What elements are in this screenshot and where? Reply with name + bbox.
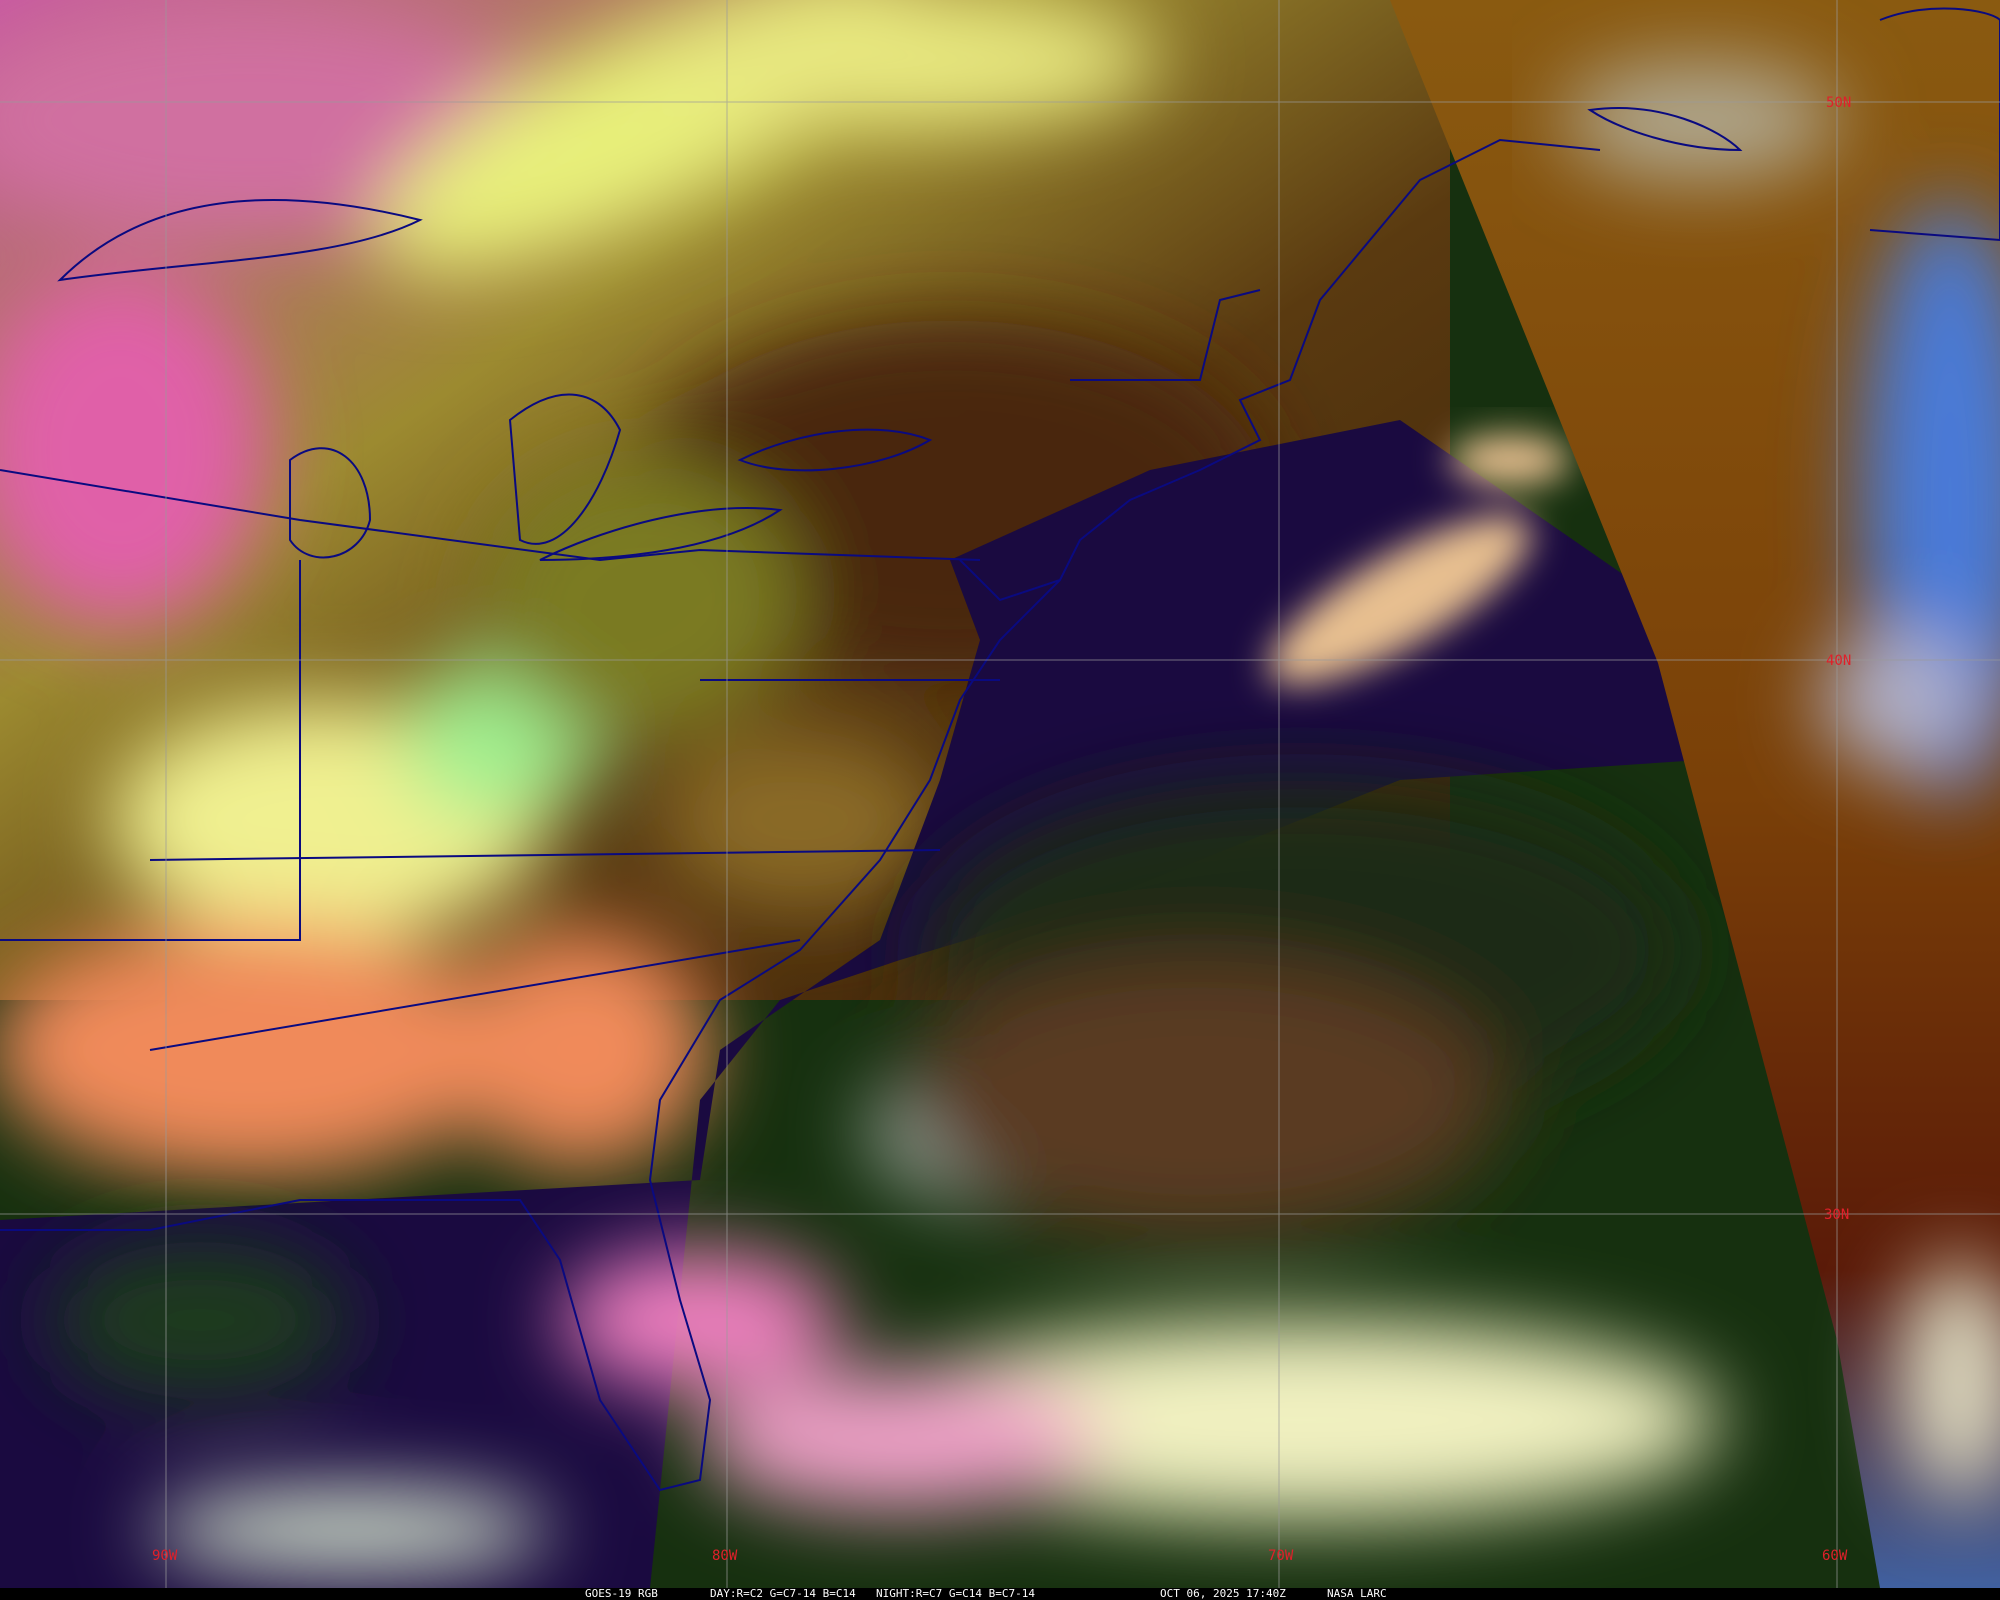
- day-recipe: DAY:R=C2 G=C7-14 B=C14: [710, 1587, 856, 1600]
- lat-label-40n: 40N: [1826, 653, 1851, 669]
- lon-label-70w: 70W: [1268, 1548, 1294, 1564]
- night-recipe: NIGHT:R=C7 G=C14 B=C7-14: [876, 1587, 1035, 1600]
- night-imagery: [1390, 0, 2000, 1588]
- product-name: GOES-19 RGB: [585, 1587, 658, 1600]
- longitude-labels: 90W 80W 70W 60W: [152, 1548, 1848, 1564]
- lat-label-50n: 50N: [1826, 95, 1851, 111]
- timestamp: OCT 06, 2025 17:40Z: [1160, 1587, 1286, 1600]
- latitude-labels: 50N 40N 30N: [1824, 95, 1851, 1223]
- lat-label-30n: 30N: [1824, 1207, 1849, 1223]
- lon-label-60w: 60W: [1822, 1548, 1848, 1564]
- political-boundaries: [0, 7, 2000, 1492]
- credit: NASA LARC: [1327, 1587, 1387, 1600]
- lon-label-90w: 90W: [152, 1548, 178, 1564]
- lon-label-80w: 80W: [712, 1548, 738, 1564]
- caption-bar: GOES-19 RGB DAY:R=C2 G=C7-14 B=C14 NIGHT…: [0, 1588, 2000, 1600]
